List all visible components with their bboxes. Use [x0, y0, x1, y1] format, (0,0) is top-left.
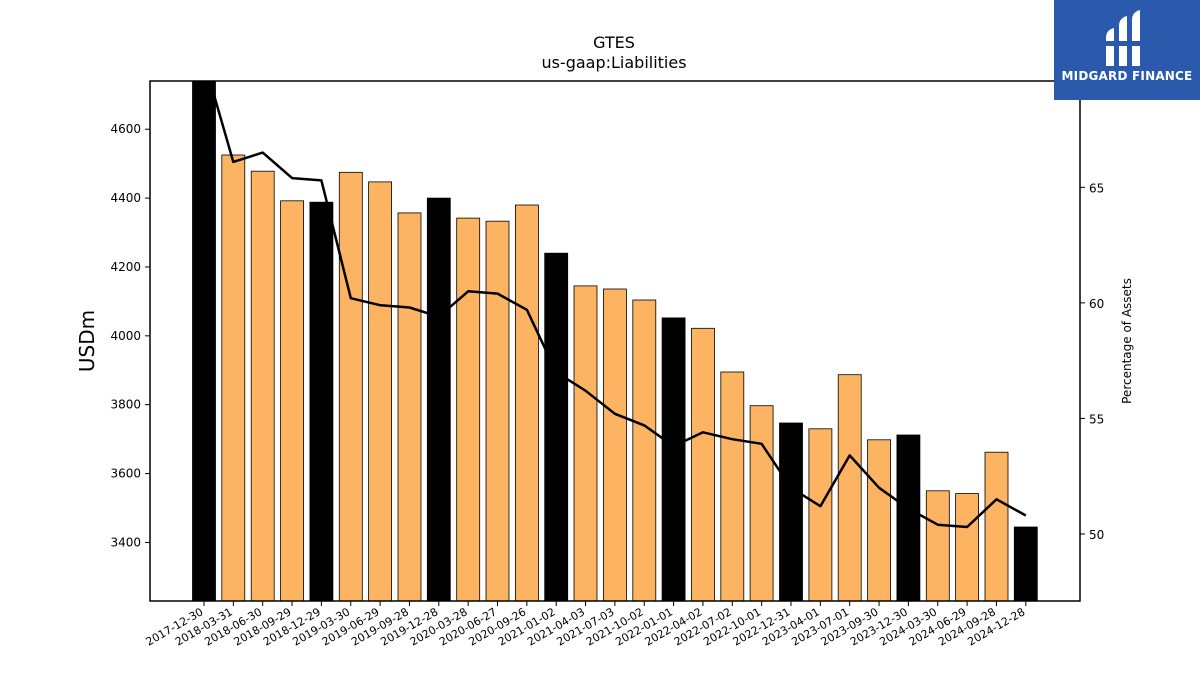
line-group [208, 81, 1027, 529]
bar-2023-12-30 [896, 434, 921, 601]
brand-logo: MIDGARD FINANCE [1054, 0, 1200, 100]
y-tick-label: 4600 [110, 122, 141, 136]
bar-2023-07-01 [837, 374, 862, 601]
bar-2019-06-29 [368, 181, 393, 601]
y-tick-label: 4200 [110, 260, 141, 274]
bar-2019-12-28 [426, 197, 451, 601]
bar-2017-12-30 [192, 81, 216, 601]
y2-tick-label: 55 [1089, 412, 1104, 426]
y-tick-label: 3600 [110, 467, 141, 481]
bar-2019-09-28 [397, 212, 422, 601]
bar-2022-10-01 [749, 405, 774, 601]
bar-2021-01-02 [544, 252, 569, 601]
bar-2022-07-02 [720, 371, 745, 601]
bar-2023-09-30 [867, 439, 891, 601]
chart-subtitle: us-gaap:Liabilities [541, 53, 686, 72]
bar-2018-09-29 [280, 200, 305, 601]
bar-2018-12-29 [309, 201, 334, 601]
bar-2022-01-01 [661, 317, 686, 601]
x-axis: 2017-12-302018-03-312018-06-302018-09-29… [144, 601, 1027, 649]
y-axis: 3400 3600 3800 4000 4200 4400 4600 [110, 122, 150, 549]
y2-axis: 50 55 60 65 [1080, 181, 1104, 542]
y-tick-label: 4000 [110, 329, 141, 343]
y2-axis-label: Percentage of Assets [1120, 278, 1134, 404]
bar-2021-07-03 [603, 288, 627, 601]
bar-2020-06-27 [485, 220, 510, 601]
y-axis-label: USDm [75, 310, 99, 372]
y2-tick-label: 50 [1089, 528, 1104, 542]
bar-2018-06-30 [250, 170, 275, 601]
bar-2019-03-30 [338, 171, 363, 601]
y-tick-label: 3400 [110, 535, 141, 549]
bar-2018-03-31 [221, 154, 246, 601]
bar-2023-04-01 [808, 428, 833, 601]
bar-2022-04-02 [691, 327, 715, 601]
pct-of-assets-line [208, 81, 1027, 529]
bar-2020-03-28 [456, 217, 481, 601]
bars-group [192, 81, 1038, 601]
y2-tick-label: 60 [1089, 297, 1104, 311]
midgard-logo-icon [1104, 10, 1144, 66]
bar-2022-12-31 [779, 422, 803, 601]
bar-2021-10-02 [632, 299, 657, 601]
bar-2020-09-26 [515, 204, 539, 601]
brand-name: MIDGARD FINANCE [1061, 69, 1193, 83]
bar-2024-12-28 [1013, 526, 1038, 601]
y-tick-label: 3800 [110, 398, 141, 412]
chart-title: GTES [593, 33, 635, 52]
y-tick-label: 4400 [110, 191, 141, 205]
y2-tick-label: 65 [1089, 181, 1104, 195]
bar-2024-03-30 [925, 490, 950, 601]
bar-2021-04-03 [573, 285, 598, 601]
bar-2024-09-28 [984, 451, 1009, 601]
bar-2024-06-29 [955, 493, 979, 601]
